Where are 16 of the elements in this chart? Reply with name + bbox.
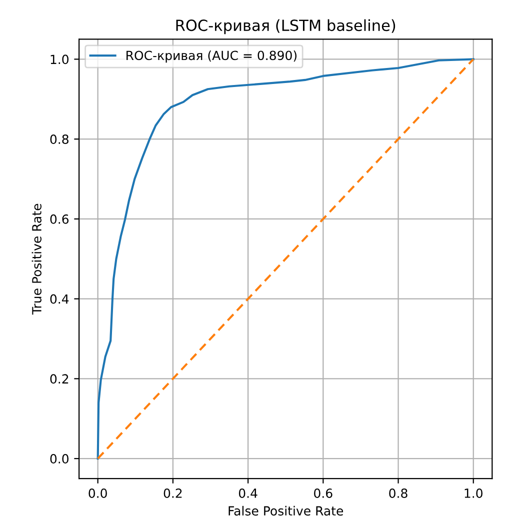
x-tick-label: 0.2	[164, 488, 182, 498]
y-tick-label: 0.8	[50, 134, 68, 144]
x-axis-title: False Positive Rate	[228, 506, 344, 516]
chart-title: ROC-кривая (LSTM baseline)	[176, 19, 396, 34]
legend-label: ROC-кривая (AUC = 0.890)	[126, 50, 297, 63]
x-tick-label: 0.0	[88, 488, 107, 498]
y-tick-label: 1.0	[50, 54, 68, 64]
y-tick-label: 0.0	[50, 454, 68, 464]
y-axis-title: True Positive Rate	[32, 204, 42, 315]
x-tick-label: 1.0	[464, 488, 482, 498]
x-tick-label: 0.6	[314, 488, 332, 498]
x-tick-label: 0.4	[238, 488, 258, 498]
x-tick-label: 0.8	[389, 488, 408, 498]
y-tick-label: 0.4	[50, 294, 69, 304]
y-tick-label: 0.6	[50, 214, 69, 224]
y-tick-label: 0.2	[50, 374, 68, 384]
